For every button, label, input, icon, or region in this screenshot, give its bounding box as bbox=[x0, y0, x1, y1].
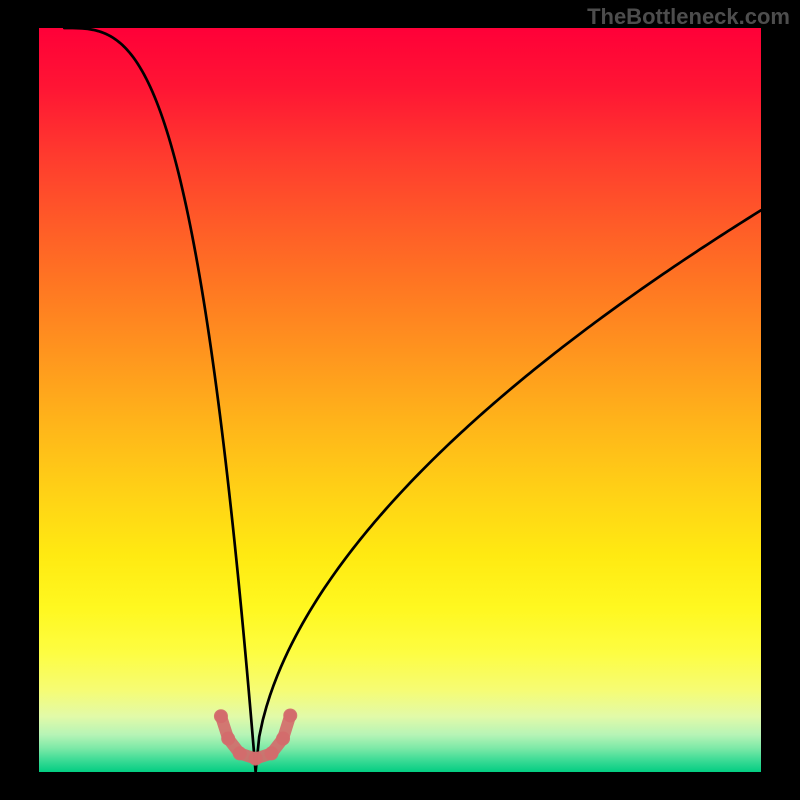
dip-marker-dot bbox=[233, 746, 247, 760]
watermark-text: TheBottleneck.com bbox=[587, 4, 790, 30]
bottleneck-curve bbox=[64, 28, 761, 772]
dip-marker-dot bbox=[276, 732, 290, 746]
chart-container: TheBottleneck.com bbox=[0, 0, 800, 800]
dip-marker-dot bbox=[264, 746, 278, 760]
curve-layer bbox=[39, 28, 761, 772]
dip-marker-dot bbox=[283, 708, 297, 722]
dip-marker-dot bbox=[214, 709, 228, 723]
dip-marker-dot bbox=[221, 732, 235, 746]
plot-area bbox=[39, 28, 761, 772]
dip-marker-dot bbox=[249, 752, 263, 766]
